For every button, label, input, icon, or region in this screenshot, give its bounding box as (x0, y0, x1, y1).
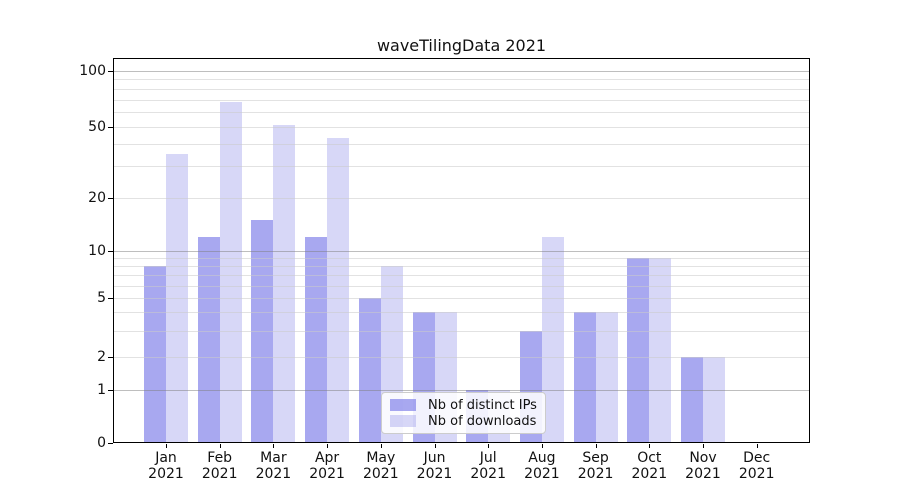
x-tick-label-jul: Jul 2021 (470, 450, 506, 482)
y-tick-label-0: 0 (97, 435, 106, 451)
minor-gridline-70 (114, 99, 809, 101)
minor-gridline-60 (114, 111, 809, 113)
bar-distinct-ips-oct (627, 257, 650, 443)
legend-swatch-downloads-icon (390, 415, 416, 427)
x-tick-mark-may (380, 444, 382, 448)
x-tick-mark-dec (756, 444, 758, 448)
bar-downloads-sep (595, 312, 618, 443)
x-tick-mark-jul (488, 444, 490, 448)
minor-gridline-3 (114, 330, 809, 332)
y-tick-label-1: 1 (97, 382, 106, 398)
x-tick-label-aug: Aug 2021 (524, 450, 560, 482)
bar-downloads-oct (649, 257, 672, 443)
bar-distinct-ips-feb (197, 236, 220, 443)
legend-label-distinct-ips: Nb of distinct IPs (428, 397, 537, 413)
x-tick-label-jan: Jan 2021 (148, 450, 184, 482)
legend-row-downloads: Nb of downloads (390, 413, 537, 429)
x-tick-label-feb: Feb 2021 (201, 450, 238, 482)
legend: Nb of distinct IPs Nb of downloads (381, 392, 546, 434)
chart-title: waveTilingData 2021 (376, 36, 547, 55)
y-tick-label-2: 2 (97, 348, 106, 365)
minor-gridline-80 (114, 88, 809, 90)
y-tick-mark-1 (108, 390, 113, 391)
x-tick-mark-nov (703, 444, 704, 448)
x-tick-mark-sep (595, 444, 597, 448)
minor-gridline-6 (114, 285, 809, 287)
bar-downloads-nov (703, 356, 725, 443)
x-tick-label-nov: Nov 2021 (685, 450, 721, 482)
legend-swatch-distinct-ips-icon (390, 399, 416, 411)
bar-distinct-ips-may (358, 298, 381, 443)
major-gridline-100 (114, 71, 809, 72)
x-tick-mark-oct (649, 444, 651, 448)
y-tick-mark-10 (108, 250, 113, 252)
y-tick-label-10: 10 (88, 242, 106, 259)
bar-distinct-ips-nov (681, 356, 703, 443)
minor-gridline-7 (114, 274, 809, 276)
bar-downloads-mar (273, 124, 296, 443)
minor-gridline-9 (114, 257, 809, 259)
x-tick-mark-feb (219, 444, 221, 448)
bar-distinct-ips-sep (573, 312, 596, 443)
x-tick-mark-mar (273, 444, 275, 448)
y-tick-label-50: 50 (88, 118, 106, 135)
x-tick-label-sep: Sep 2021 (577, 450, 614, 482)
y-tick-mark-20 (108, 198, 113, 199)
y-tick-mark-5 (108, 298, 113, 299)
bar-downloads-apr (327, 138, 350, 443)
bar-downloads-feb (219, 101, 242, 443)
x-tick-mark-jan (166, 444, 167, 448)
x-tick-mark-apr (327, 444, 329, 448)
minor-gridline-8 (114, 265, 809, 267)
y-tick-mark-2 (108, 356, 113, 358)
bar-distinct-ips-apr (305, 236, 328, 443)
x-tick-label-apr: Apr 2021 (309, 450, 345, 482)
x-tick-label-mar: Mar 2021 (255, 450, 292, 482)
minor-gridline-30 (114, 166, 809, 168)
x-tick-label-jun: Jun 2021 (416, 450, 453, 482)
y-tick-mark-0 (108, 443, 113, 444)
y-tick-label-5: 5 (97, 290, 106, 306)
major-gridline-10 (114, 250, 809, 252)
minor-gridline-50 (114, 126, 809, 128)
minor-gridline-5 (114, 298, 809, 299)
x-tick-label-dec: Dec 2021 (738, 450, 775, 482)
y-tick-label-100: 100 (79, 63, 106, 79)
y-tick-mark-50 (108, 126, 113, 128)
legend-row-distinct-ips: Nb of distinct IPs (390, 397, 537, 413)
minor-gridline-2 (114, 356, 809, 358)
legend-label-downloads: Nb of downloads (428, 413, 537, 429)
bar-downloads-aug (541, 236, 564, 443)
minor-gridline-40 (114, 143, 809, 145)
major-gridline-1 (114, 390, 809, 391)
y-tick-label-20: 20 (88, 190, 106, 206)
minor-gridline-20 (114, 198, 809, 199)
x-tick-mark-jun (434, 444, 436, 448)
y-tick-mark-100 (108, 71, 113, 72)
minor-gridline-4 (114, 312, 809, 314)
x-tick-mark-aug (541, 444, 543, 448)
x-tick-label-oct: Oct 2021 (631, 450, 668, 482)
x-tick-label-may: May 2021 (362, 450, 399, 482)
bar-distinct-ips-jan (144, 265, 166, 443)
minor-gridline-90 (114, 79, 809, 81)
